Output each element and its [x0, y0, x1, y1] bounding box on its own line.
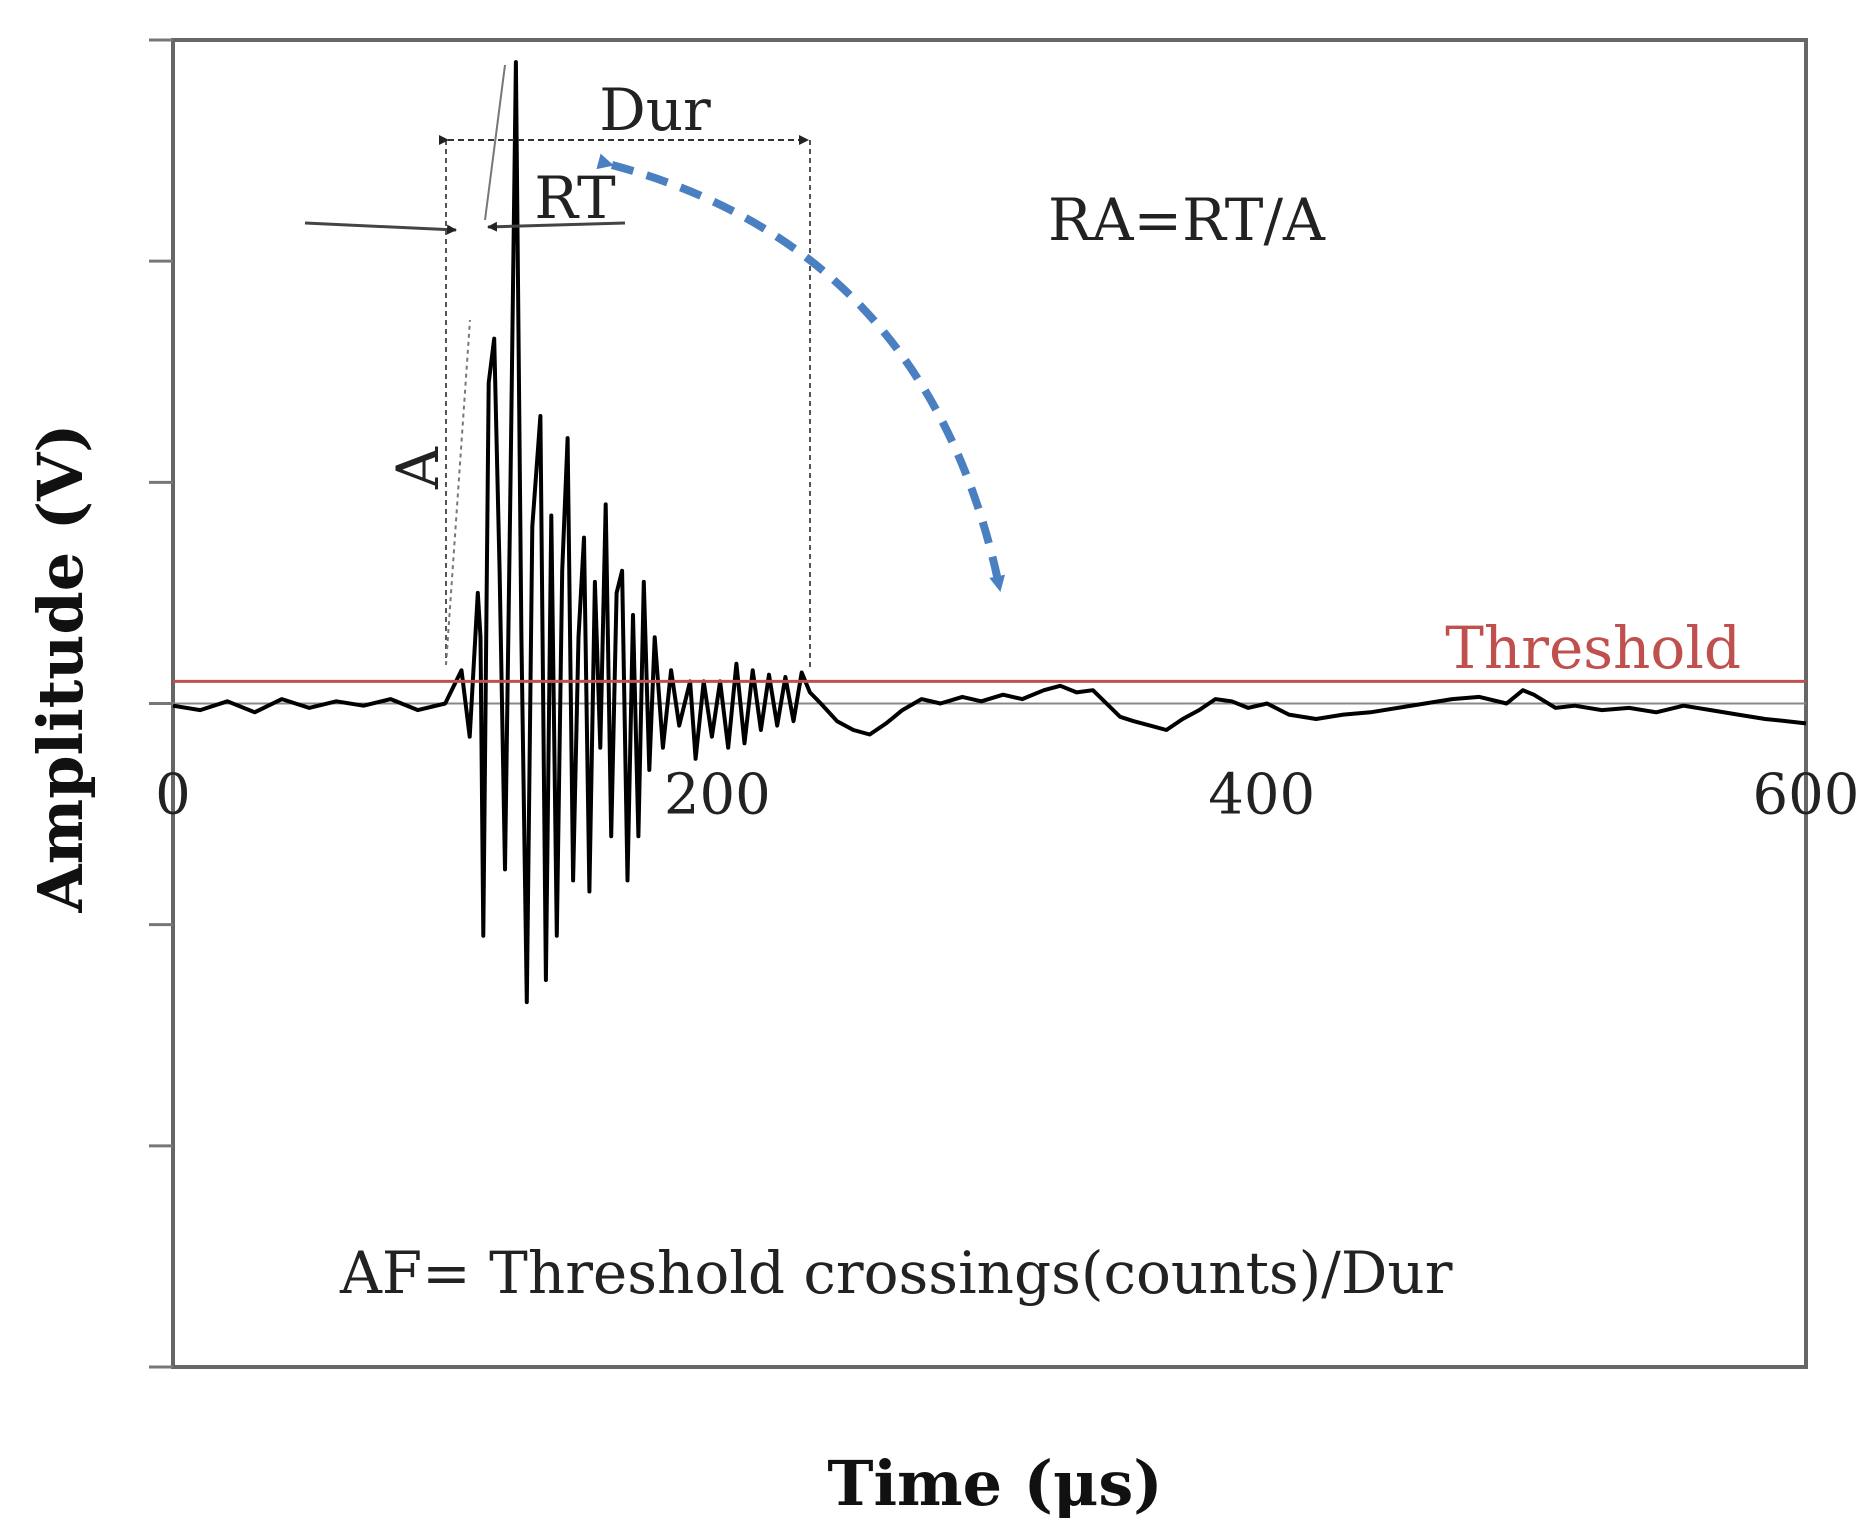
af-formula: AF= Threshold crossings(counts)/Dur	[339, 1239, 1453, 1307]
rt-label: RT	[534, 164, 616, 232]
x-axis-title: Time (μs)	[827, 1447, 1162, 1520]
peak-guide	[484, 64, 506, 221]
y-axis-title: Amplitude (V)	[24, 423, 97, 913]
amplitude-guide	[445, 319, 471, 666]
x-tick-label: 200	[664, 763, 771, 828]
y-axis-ticks	[149, 38, 173, 1369]
waveform-series	[172, 60, 1807, 1005]
dur-label: Dur	[599, 76, 711, 144]
blue-curved-arrow	[596, 153, 1006, 592]
x-tick-label: 0	[155, 763, 191, 828]
rt-left-arrow	[304, 221, 457, 235]
x-tick-label: 600	[1753, 763, 1860, 828]
annotation-layer: Dur RT A RA=RT/A AF= Threshold crossings…	[304, 64, 1741, 1307]
threshold-label: Threshold	[1445, 614, 1741, 682]
amplitude-label: A	[384, 446, 452, 490]
x-tick-label: 400	[1208, 763, 1315, 828]
ra-formula: RA=RT/A	[1048, 186, 1326, 254]
x-axis-tick-labels: 0 200 400 600	[155, 763, 1859, 828]
